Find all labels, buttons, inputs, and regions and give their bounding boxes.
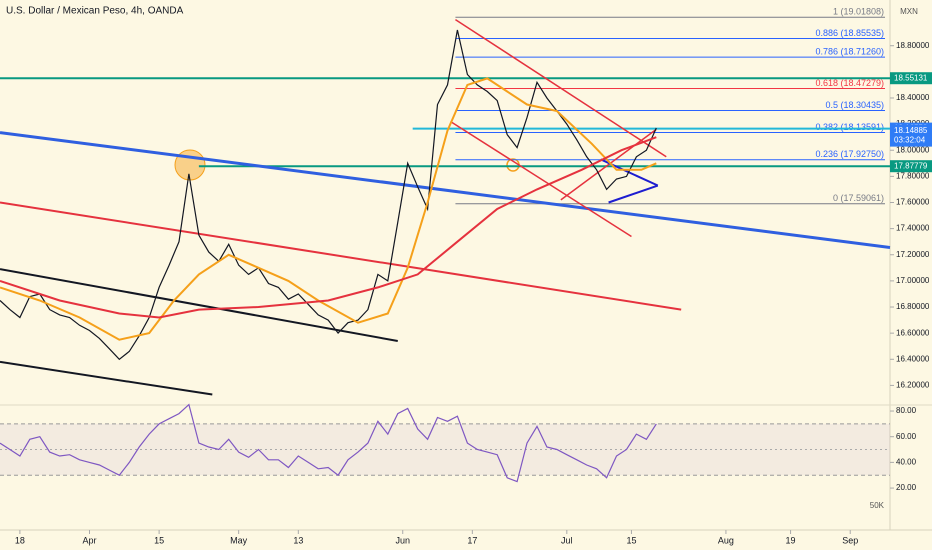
fib-label: 0.618 (18.47279) xyxy=(815,78,884,88)
trendline xyxy=(0,268,398,342)
x-tick-label: 18 xyxy=(15,535,25,545)
x-tick-label: Jun xyxy=(395,535,410,545)
trendline xyxy=(450,120,632,238)
y-tick-label: 60.00 xyxy=(896,432,917,441)
x-tick-label: Jul xyxy=(561,535,573,545)
y-tick-label: 18.80000 xyxy=(896,41,930,50)
trendline xyxy=(0,131,891,250)
price-label-box xyxy=(890,160,932,173)
series-line xyxy=(0,77,657,341)
price-label: 18.55131 xyxy=(894,73,928,82)
x-tick-label: Aug xyxy=(718,535,734,545)
fib-label: 0.786 (18.71260) xyxy=(815,47,884,57)
price-label: 18.14885 xyxy=(894,126,928,135)
currency: MXN xyxy=(900,7,918,16)
y-tick-label: 17.20000 xyxy=(896,250,930,259)
y-tick-label: 17.00000 xyxy=(896,276,930,285)
chart-title: U.S. Dollar / Mexican Peso, 4h, OANDA xyxy=(6,6,184,17)
x-tick-label: Sep xyxy=(842,535,858,545)
series-line xyxy=(0,29,657,361)
y-tick-label: 80.00 xyxy=(896,406,917,415)
y-tick-label: 16.80000 xyxy=(896,302,930,311)
y-tick-label: 17.60000 xyxy=(896,198,930,207)
countdown: 03:32:04 xyxy=(894,136,926,145)
x-tick-label: Apr xyxy=(82,535,96,545)
price-label: 17.87779 xyxy=(894,161,928,170)
trendline xyxy=(0,201,682,311)
x-tick-label: 13 xyxy=(293,535,303,545)
price-label-box xyxy=(890,124,932,137)
price-label-box xyxy=(890,72,932,85)
fib-label: 0.236 (17.92750) xyxy=(815,149,884,159)
x-tick-label: 17 xyxy=(467,535,477,545)
x-tick-label: May xyxy=(230,535,248,545)
x-tick-label: 19 xyxy=(786,535,796,545)
fib-label: 1 (19.01808) xyxy=(833,7,884,17)
series-line xyxy=(0,403,657,483)
y-tick-label: 16.60000 xyxy=(896,328,930,337)
x-tick-label: 15 xyxy=(626,535,636,545)
y-tick-label: 18.00000 xyxy=(896,145,930,154)
y-tick-label: 16.20000 xyxy=(896,381,930,390)
volume-label: 50K xyxy=(870,501,885,510)
trendline xyxy=(560,128,657,201)
y-tick-label: 17.40000 xyxy=(896,224,930,233)
x-tick-label: 15 xyxy=(154,535,164,545)
countdown-box xyxy=(890,134,932,147)
y-tick-label: 18.40000 xyxy=(896,93,930,102)
y-tick-label: 16.40000 xyxy=(896,354,930,363)
y-tick-label: 20.00 xyxy=(896,483,917,492)
fib-label: 0.886 (18.85535) xyxy=(815,28,884,38)
y-tick-label: 40.00 xyxy=(896,457,917,466)
trendline xyxy=(0,360,213,396)
fib-label: 0.382 (18.13591) xyxy=(815,122,884,132)
y-tick-label: 17.80000 xyxy=(896,171,930,180)
fib-label: 0 (17.59061) xyxy=(833,193,884,203)
fib-label: 0.5 (18.30435) xyxy=(825,100,884,110)
series-line xyxy=(0,136,657,319)
trendline xyxy=(608,184,659,204)
trendline xyxy=(455,18,667,158)
